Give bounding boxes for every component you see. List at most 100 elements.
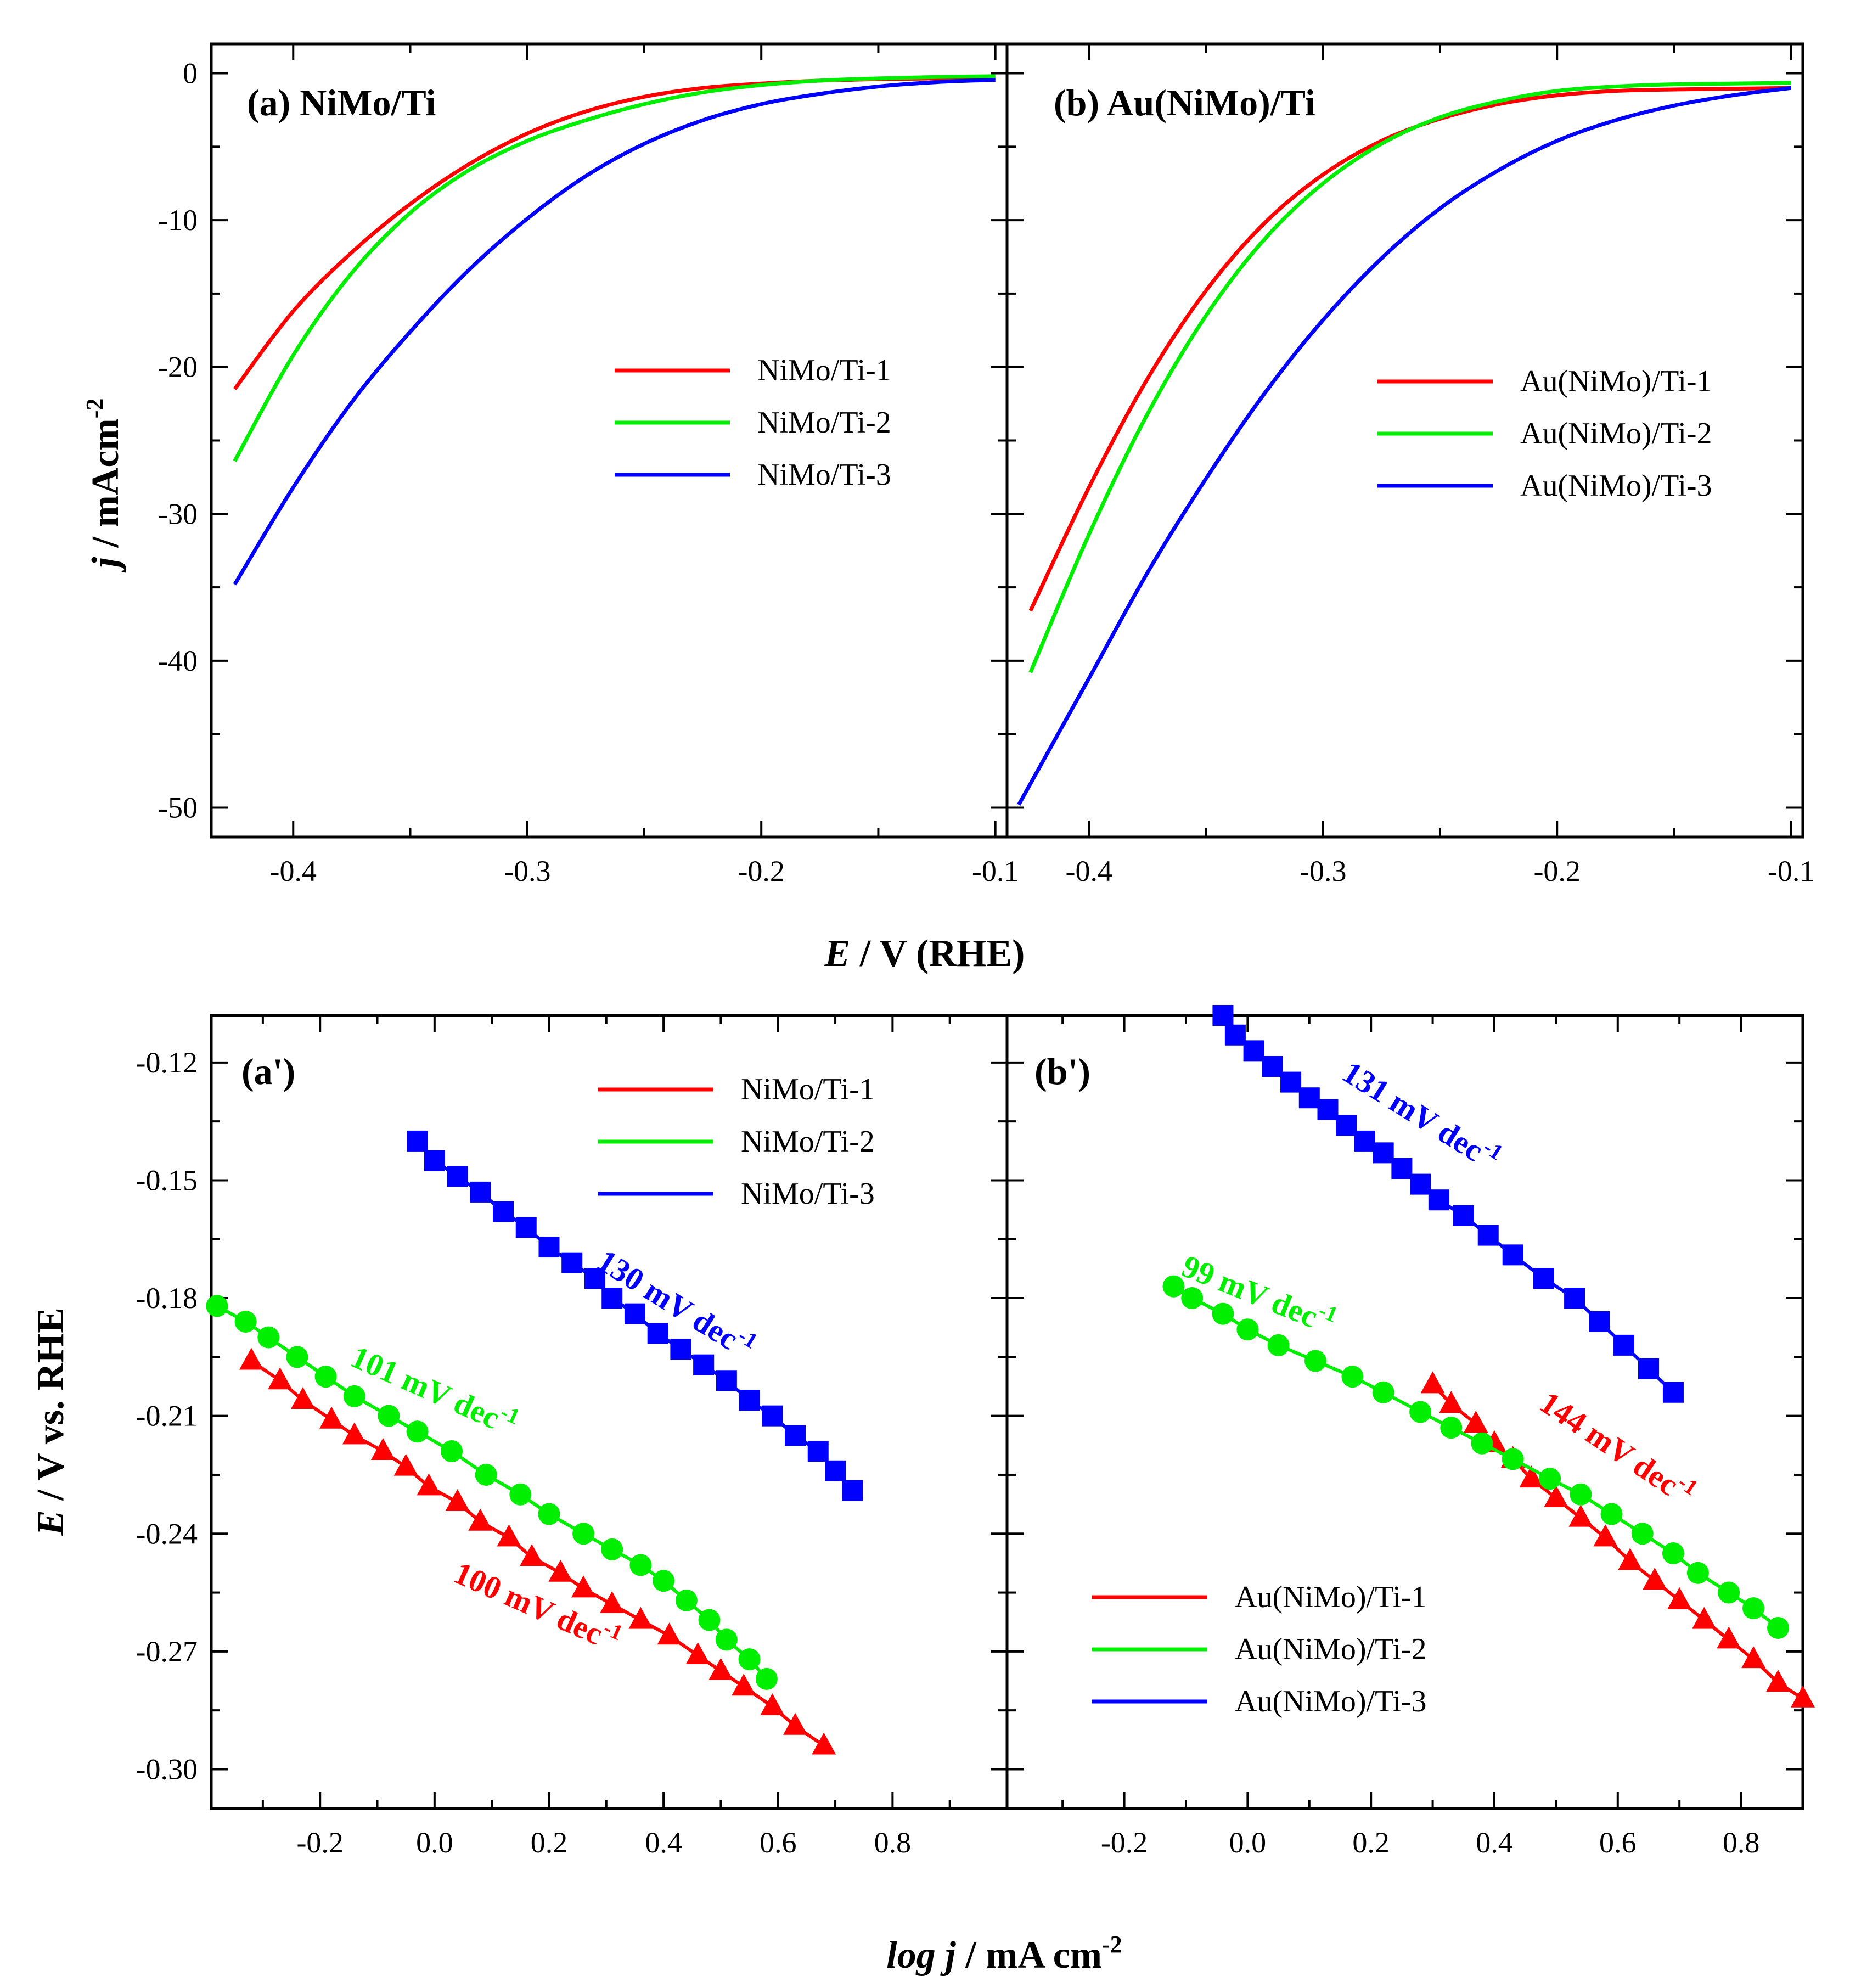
data-point-circle (1341, 1366, 1364, 1388)
data-point-square (1212, 1005, 1234, 1026)
series-line-1 (1028, 86, 1791, 612)
legend-label: Au(NiMo)/Ti-1 (1520, 364, 1712, 398)
data-point-square (807, 1441, 829, 1462)
y-tick-label: -0.24 (136, 1517, 198, 1550)
data-point-circle (1686, 1562, 1709, 1584)
x-tick-label: 0.4 (1476, 1826, 1513, 1859)
data-point-triangle (1717, 1626, 1741, 1649)
x-tick-label: -0.2 (1101, 1826, 1148, 1859)
legend-label: NiMo/Ti-2 (757, 406, 891, 440)
data-point-triangle (685, 1642, 710, 1665)
data-point-triangle (812, 1732, 836, 1755)
data-point-square (716, 1370, 737, 1391)
data-point-circle (698, 1609, 721, 1631)
data-point-circle (601, 1538, 623, 1560)
data-point-square (1410, 1173, 1431, 1195)
data-point-square (447, 1166, 468, 1187)
data-point-circle (314, 1366, 337, 1388)
data-point-triangle (1439, 1391, 1464, 1413)
data-point-circle (1212, 1302, 1234, 1325)
data-point-triangle (393, 1453, 418, 1476)
data-point-square (693, 1354, 715, 1375)
slope-annotation: 131 mV dec-1 (1336, 1051, 1508, 1178)
data-point-circle (1267, 1334, 1290, 1356)
data-point-square (1638, 1358, 1659, 1379)
legend-label: Au(NiMo)/Ti-2 (1235, 1632, 1427, 1666)
series-line-2 (233, 74, 996, 462)
data-point-circle (715, 1628, 738, 1651)
data-point-triangle (1544, 1485, 1568, 1507)
x-tick-label: -0.2 (296, 1826, 343, 1859)
data-point-circle (1181, 1287, 1204, 1310)
data-point-circle (1471, 1432, 1493, 1455)
bottom-y-axis-title: E / V vs. RHE (30, 1307, 72, 1536)
x-tick-label: 0.0 (1229, 1826, 1267, 1859)
y-tick-label: -30 (158, 497, 198, 530)
data-point-triangle (370, 1438, 395, 1461)
data-point-square (647, 1323, 668, 1344)
legend-label: NiMo/Ti-2 (741, 1125, 875, 1159)
data-point-circle (1662, 1542, 1684, 1565)
top-x-axis-title: E / V (RHE) (824, 933, 1025, 975)
y-tick-label: -0.18 (136, 1282, 198, 1315)
legend: NiMo/Ti-1 NiMo/Ti-2 NiMo/Ti-3 (598, 1072, 875, 1211)
top-y-axis-title: j / mAcm-2 (81, 398, 127, 574)
data-point-square (1502, 1244, 1523, 1266)
data-point-square (1428, 1189, 1449, 1211)
data-point-square (1243, 1040, 1264, 1062)
data-point-square (1354, 1130, 1375, 1152)
bottom-x-axis-title: log j / mA cm-2 (886, 1931, 1122, 1976)
data-point-circle (1570, 1483, 1592, 1506)
x-tick-label: -0.2 (1533, 855, 1580, 888)
data-point-triangle (571, 1575, 596, 1598)
data-point-circle (1162, 1275, 1185, 1298)
data-point-square (1662, 1382, 1684, 1403)
data-point-square (739, 1390, 760, 1411)
data-point-square (601, 1288, 623, 1309)
data-point-circle (1600, 1503, 1623, 1525)
legend-label: Au(NiMo)/Ti-3 (1520, 469, 1712, 503)
data-point-square (1589, 1311, 1610, 1332)
data-point-circle (1236, 1318, 1259, 1341)
data-point-triangle (1643, 1568, 1667, 1590)
data-point-circle (509, 1483, 532, 1506)
x-tick-label: 0.2 (1352, 1826, 1390, 1859)
data-point-square (515, 1217, 537, 1238)
data-point-triangle (239, 1347, 264, 1370)
y-tick-label: -10 (158, 204, 198, 237)
x-tick-label: 0.2 (531, 1826, 568, 1859)
legend-label: Au(NiMo)/Ti-1 (1235, 1580, 1427, 1614)
legend: Au(NiMo)/Ti-1 Au(NiMo)/Ti-2 Au(NiMo)/Ti-3 (1377, 364, 1712, 503)
x-tick-label: -0.4 (1066, 855, 1112, 888)
legend-label: Au(NiMo)/Ti-3 (1235, 1684, 1427, 1719)
data-point-circle (738, 1648, 761, 1671)
x-tick-label: -0.1 (972, 855, 1019, 888)
panel-label: (b') (1034, 1051, 1090, 1092)
data-point-circle (378, 1405, 400, 1427)
data-point-square (1453, 1205, 1474, 1226)
data-point-triangle (1618, 1548, 1643, 1570)
data-point-triangle (708, 1658, 733, 1680)
data-point-circle (1631, 1523, 1654, 1545)
x-tick-label: 0.8 (874, 1826, 912, 1859)
data-point-circle (1539, 1468, 1561, 1490)
y-tick-label: -20 (158, 351, 198, 384)
y-tick-label: -0.12 (136, 1046, 198, 1079)
data-point-circle (1767, 1616, 1790, 1639)
legend-label: Au(NiMo)/Ti-2 (1520, 417, 1712, 451)
data-point-circle (1742, 1597, 1765, 1620)
x-tick-label: 0.4 (645, 1826, 682, 1859)
data-point-triangle (520, 1544, 544, 1566)
legend-label: NiMo/Ti-1 (741, 1072, 875, 1107)
data-point-circle (755, 1667, 778, 1690)
data-point-square (1613, 1334, 1635, 1356)
data-point-circle (1502, 1448, 1524, 1470)
data-point-square (1477, 1225, 1499, 1246)
data-point-triangle (1667, 1587, 1692, 1609)
data-point-square (1564, 1288, 1585, 1309)
data-point-circle (1304, 1350, 1327, 1372)
x-tick-label: 0.6 (1599, 1826, 1637, 1859)
data-point-triangle (1593, 1524, 1618, 1547)
data-point-triangle (1568, 1504, 1593, 1527)
